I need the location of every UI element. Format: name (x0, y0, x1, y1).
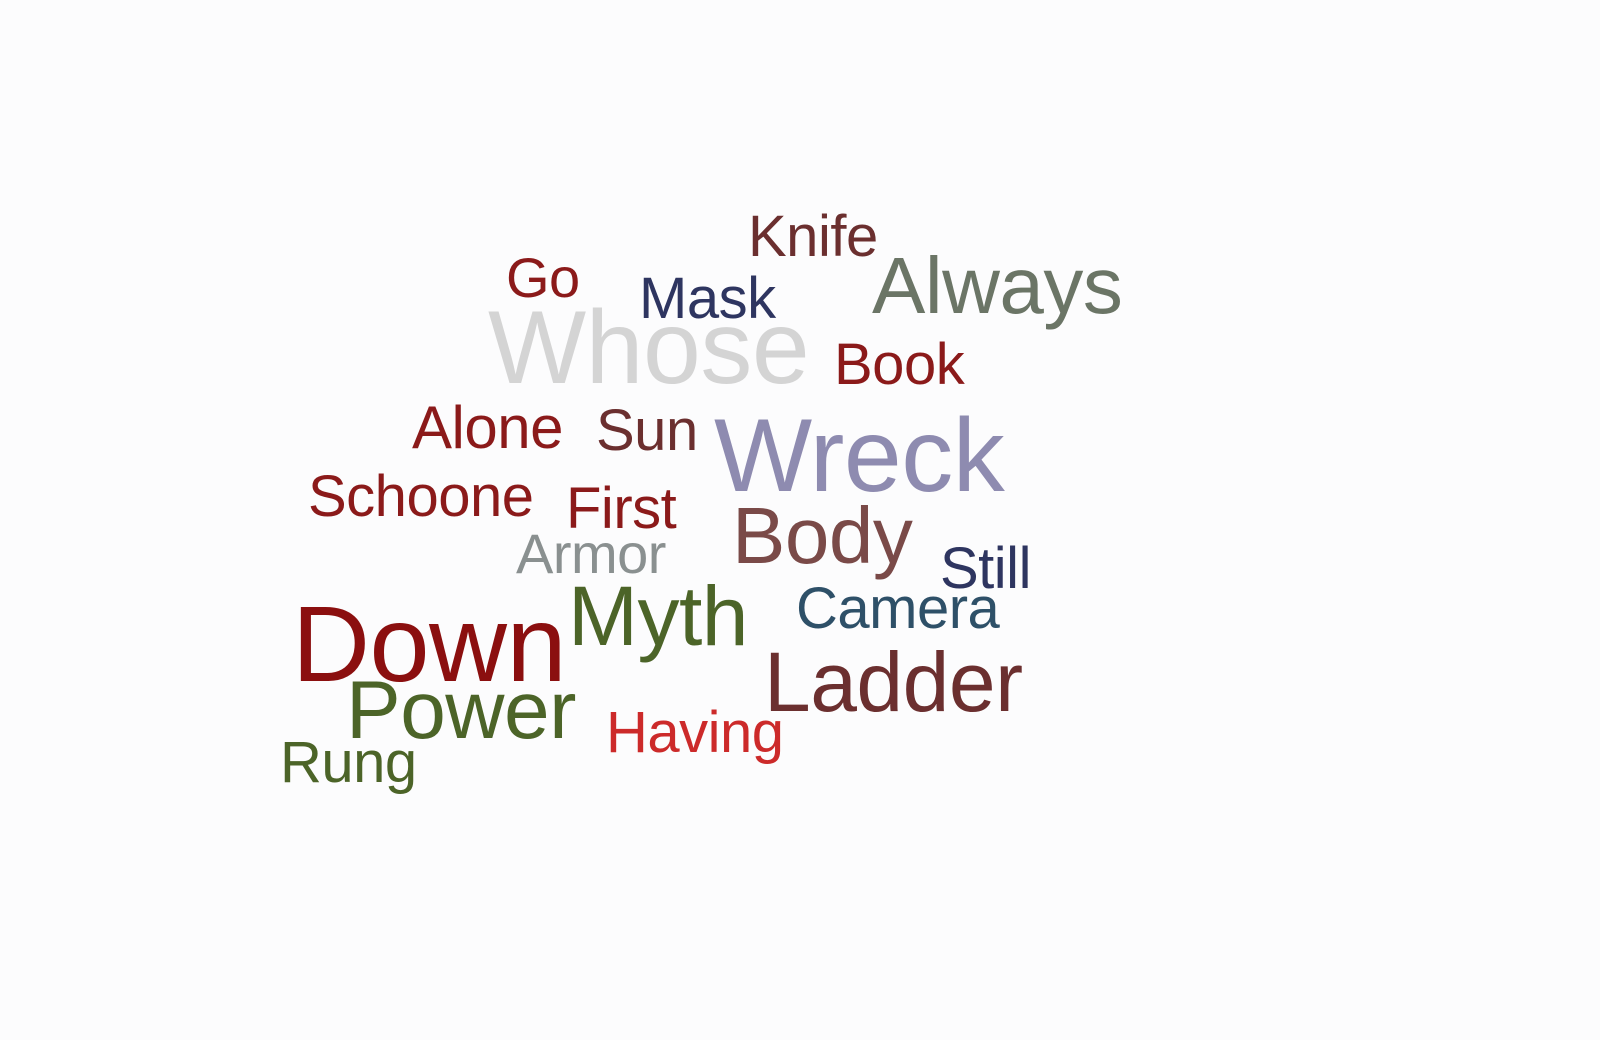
word-alone: Alone (412, 394, 563, 461)
word-still: Still (940, 536, 1031, 601)
word-always: Always (872, 241, 1123, 330)
word-myth: Myth (568, 569, 749, 663)
word-sun: Sun (596, 398, 698, 463)
word-armor: Armor (516, 522, 666, 585)
word-down: Down (292, 583, 567, 704)
word-whose: Whose (488, 290, 810, 406)
word-mask: Mask (639, 266, 776, 331)
word-go: Go (506, 246, 580, 309)
word-ladder: Ladder (764, 635, 1023, 729)
word-knife: Knife (748, 204, 878, 269)
word-book: Book (834, 332, 965, 397)
word-power: Power (346, 665, 576, 756)
word-camera: Camera (796, 576, 1000, 641)
word-wreck: Wreck (714, 398, 1005, 514)
word-body: Body (732, 491, 913, 580)
word-having: Having (606, 700, 784, 765)
word-first: First (566, 476, 677, 541)
word-rung: Rung (280, 730, 417, 795)
word-schoone: Schoone (308, 464, 534, 529)
